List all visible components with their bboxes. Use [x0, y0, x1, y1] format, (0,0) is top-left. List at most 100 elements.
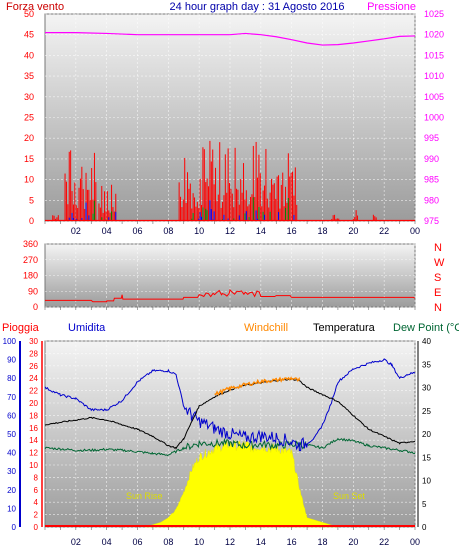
x-tick-2-06: 06: [132, 537, 142, 547]
x-tick-0-16: 16: [287, 226, 297, 236]
solar-area: [145, 439, 338, 528]
wind-speed-bars: [52, 140, 377, 221]
humidity-line: [44, 358, 416, 452]
y-tick-rain-18: 18: [29, 411, 38, 420]
y-tick-temp-15: 15: [422, 453, 431, 462]
y-tick-wind-20: 20: [24, 133, 34, 143]
x-tick-2-12: 12: [225, 537, 235, 547]
y-tick-rain-20: 20: [29, 399, 38, 408]
header-left-label: Forza vento: [6, 1, 64, 13]
y-tick-dir-270: 270: [23, 255, 38, 265]
dir-label-4: N: [434, 302, 442, 314]
y-tick-humidity-10: 10: [7, 504, 16, 513]
wind-direction-line: [45, 288, 416, 303]
x-tick-0-02: 02: [71, 226, 81, 236]
legend-humidity: Umidita: [68, 322, 106, 334]
y-tick-humidity-70: 70: [7, 393, 16, 402]
x-tick-2-02: 02: [71, 537, 81, 547]
y-tick-pressure-1005: 1005: [424, 92, 444, 102]
y-tick-wind-50: 50: [24, 9, 34, 19]
y-tick-temp-20: 20: [422, 430, 431, 439]
x-tick-2-00: 00: [410, 537, 420, 547]
y-tick-wind-10: 10: [24, 175, 34, 185]
y-tick-pressure-1015: 1015: [424, 50, 444, 60]
y-tick-rain-16: 16: [29, 424, 38, 433]
y-tick-temp-0: 0: [422, 523, 427, 532]
axis-ticks: [44, 221, 416, 530]
x-tick-0-20: 20: [348, 226, 358, 236]
y-tick-dir-0: 0: [33, 302, 38, 312]
y-tick-rain-24: 24: [29, 374, 38, 383]
y-tick-rain-22: 22: [29, 387, 38, 396]
y-tick-pressure-1010: 1010: [424, 71, 444, 81]
x-tick-2-16: 16: [287, 537, 297, 547]
y-tick-temp-30: 30: [422, 384, 431, 393]
x-tick-2-22: 22: [379, 537, 389, 547]
legend-rain: Pioggia: [2, 322, 40, 334]
x-tick-0-06: 06: [132, 226, 142, 236]
y-tick-pressure-1000: 1000: [424, 113, 444, 123]
y-tick-rain-28: 28: [29, 349, 38, 358]
x-tick-0-12: 12: [225, 226, 235, 236]
x-tick-2-14: 14: [256, 537, 266, 547]
y-tick-temp-10: 10: [422, 477, 431, 486]
pressure-line: [45, 32, 416, 46]
x-tick-2-20: 20: [348, 537, 358, 547]
y-tick-rain-26: 26: [29, 362, 38, 371]
y-tick-dir-90: 90: [28, 286, 38, 296]
y-tick-rain-14: 14: [29, 436, 38, 445]
x-tick-2-18: 18: [317, 537, 327, 547]
y-tick-temp-40: 40: [422, 337, 431, 346]
y-tick-rain-10: 10: [29, 461, 38, 470]
y-tick-pressure-990: 990: [424, 154, 439, 164]
y-tick-humidity-60: 60: [7, 411, 16, 420]
y-tick-humidity-50: 50: [7, 430, 16, 439]
y-tick-wind-40: 40: [24, 50, 34, 60]
dir-label-2: S: [434, 272, 441, 284]
x-tick-0-08: 08: [163, 226, 173, 236]
y-tick-humidity-40: 40: [7, 449, 16, 458]
y-tick-pressure-1020: 1020: [424, 30, 444, 40]
x-tick-0-10: 10: [194, 226, 204, 236]
legend-temperature: Temperatura: [313, 322, 376, 334]
y-tick-wind-45: 45: [24, 30, 34, 40]
x-tick-0-04: 04: [102, 226, 112, 236]
x-tick-2-04: 04: [102, 537, 112, 547]
y-tick-humidity-20: 20: [7, 486, 16, 495]
y-tick-wind-30: 30: [24, 92, 34, 102]
dew-point-line: [44, 437, 416, 457]
y-tick-rain-12: 12: [29, 449, 38, 458]
y-tick-wind-5: 5: [29, 195, 34, 205]
series-lines: [19, 32, 419, 527]
dir-label-3: E: [434, 287, 441, 299]
y-tick-wind-0: 0: [29, 216, 34, 226]
legend-dew-point: Dew Point (°C: [393, 322, 459, 334]
header-right-label: Pressione: [367, 1, 416, 13]
y-tick-humidity-90: 90: [7, 356, 16, 365]
y-tick-pressure-985: 985: [424, 175, 439, 185]
y-tick-pressure-995: 995: [424, 133, 439, 143]
x-tick-0-18: 18: [317, 226, 327, 236]
y-tick-rain-4: 4: [34, 498, 39, 507]
y-tick-rain-30: 30: [29, 337, 38, 346]
solar-radiation-area: [145, 439, 338, 528]
y-tick-humidity-100: 100: [3, 337, 17, 346]
y-tick-pressure-980: 980: [424, 195, 439, 205]
y-tick-wind-25: 25: [24, 113, 34, 123]
axis-labels: 0202040406060808101012121414161618182020…: [3, 9, 445, 547]
x-tick-2-08: 08: [163, 537, 173, 547]
y-tick-wind-15: 15: [24, 154, 34, 164]
x-tick-0-22: 22: [379, 226, 389, 236]
y-tick-rain-2: 2: [34, 511, 39, 520]
x-tick-2-10: 10: [194, 537, 204, 547]
windchill-line: [214, 376, 301, 396]
y-tick-rain-8: 8: [34, 473, 39, 482]
y-tick-pressure-975: 975: [424, 216, 439, 226]
y-tick-dir-360: 360: [23, 239, 38, 249]
x-tick-0-14: 14: [256, 226, 266, 236]
y-tick-rain-0: 0: [34, 523, 39, 532]
y-tick-temp-35: 35: [422, 360, 431, 369]
sunset-label: Sun Set: [333, 491, 366, 501]
y-tick-temp-5: 5: [422, 500, 427, 509]
